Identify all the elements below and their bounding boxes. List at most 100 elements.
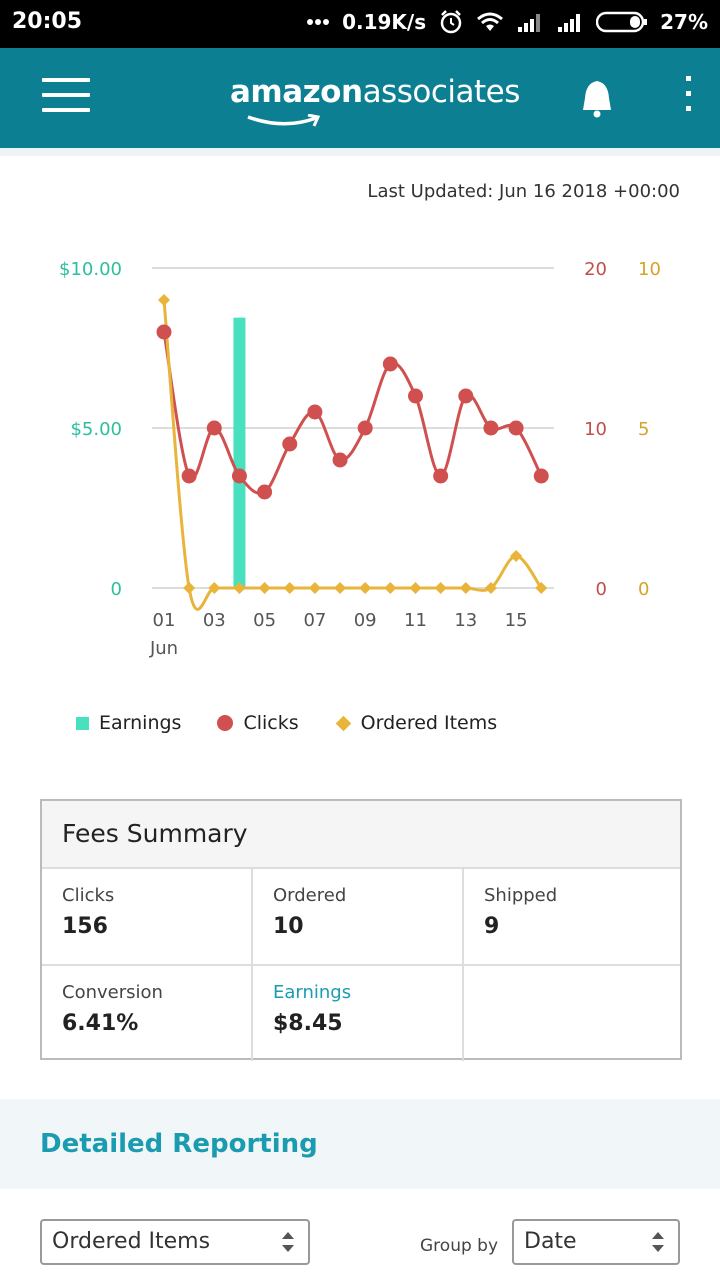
clicks-point[interactable] xyxy=(382,356,398,372)
fees-earnings: Earnings $8.45 xyxy=(253,966,464,1061)
clicks-point[interactable] xyxy=(433,468,449,484)
ordered-items-point[interactable] xyxy=(384,582,397,594)
select-arrows-icon xyxy=(652,1232,664,1252)
legend-diamond-icon xyxy=(335,715,351,731)
ordered-items-point[interactable] xyxy=(510,550,523,562)
left-axis-tick: $10.00 xyxy=(59,259,122,280)
clicks-point[interactable] xyxy=(408,388,423,404)
clicks-point[interactable] xyxy=(282,436,298,452)
legend-ordered-items[interactable]: Ordered Items xyxy=(335,712,497,734)
legend-clicks[interactable]: Clicks xyxy=(217,712,299,734)
left-axis-tick: $5.00 xyxy=(70,419,122,440)
x-axis-tick: 13 xyxy=(454,610,477,631)
ordered-items-point[interactable] xyxy=(183,582,196,594)
select-arrows-icon xyxy=(282,1232,294,1252)
logo-light-text: associates xyxy=(362,74,521,110)
more-vertical-icon[interactable] xyxy=(684,76,694,120)
wifi-icon xyxy=(476,11,504,33)
clicks-point[interactable] xyxy=(332,452,348,468)
clicks-point[interactable] xyxy=(483,420,499,436)
detailed-reporting-section: Detailed Reporting xyxy=(0,1099,720,1189)
right-axis-items-tick: 10 xyxy=(638,259,661,280)
ordered-items-point[interactable] xyxy=(283,582,296,594)
group-by-select[interactable]: Date xyxy=(512,1219,680,1265)
fees-conversion: Conversion 6.41% xyxy=(42,966,253,1061)
ordered-value: 10 xyxy=(273,914,304,939)
fees-row: Conversion 6.41% Earnings $8.45 xyxy=(42,964,680,1061)
hamburger-menu-icon[interactable] xyxy=(42,78,90,114)
ordered-items-line xyxy=(162,299,543,611)
x-axis-tick: 01 xyxy=(153,610,176,631)
ordered-items-point[interactable] xyxy=(308,582,321,594)
clicks-point[interactable] xyxy=(231,468,247,484)
more-dots-icon xyxy=(306,18,330,26)
alarm-icon xyxy=(438,9,464,35)
bell-icon[interactable] xyxy=(578,78,616,118)
ordered-items-point[interactable] xyxy=(208,582,221,594)
signal-icon xyxy=(516,11,544,33)
right-axis-clicks-tick: 10 xyxy=(584,419,607,440)
x-axis-tick: 07 xyxy=(303,610,326,631)
clicks-point[interactable] xyxy=(357,420,373,436)
status-time: 20:05 xyxy=(12,9,83,34)
earnings-link[interactable]: Earnings xyxy=(273,982,352,1003)
clicks-point[interactable] xyxy=(508,420,524,436)
legend-square-icon xyxy=(76,716,89,730)
detailed-reporting-title: Detailed Reporting xyxy=(40,1129,318,1159)
clicks-point[interactable] xyxy=(181,468,197,484)
signal-icon xyxy=(556,11,584,33)
clicks-point[interactable] xyxy=(257,484,273,500)
app-header: amazonassociates xyxy=(0,48,720,148)
earnings-bar[interactable] xyxy=(233,317,246,588)
clicks-value: 156 xyxy=(62,914,108,939)
report-type-select[interactable]: Ordered Items xyxy=(40,1219,310,1265)
clicks-point[interactable] xyxy=(156,324,172,340)
ordered-items-point[interactable] xyxy=(233,582,246,594)
earnings-value: $8.45 xyxy=(273,1011,343,1036)
ordered-items-point[interactable] xyxy=(359,582,372,594)
network-speed: 0.19K/s xyxy=(342,10,427,34)
left-axis-tick: 0 xyxy=(111,579,122,600)
clicks-point[interactable] xyxy=(307,404,323,420)
ordered-items-point[interactable] xyxy=(535,582,548,594)
shipped-value: 9 xyxy=(484,914,500,939)
legend-circle-icon xyxy=(217,715,234,731)
status-icons: 0.19K/s 27% xyxy=(306,9,708,35)
ordered-items-point[interactable] xyxy=(484,582,497,594)
earnings-chart: $10.00 20 10 $5.00 10 5 0 0 0 01 03 05 07 09 11 13 15 Jun xyxy=(59,259,661,659)
clicks-point[interactable] xyxy=(206,420,222,436)
fees-summary-card: Fees Summary Clicks 156 Ordered 10 Shipp… xyxy=(40,799,682,1061)
ordered-items-point[interactable] xyxy=(258,582,271,594)
battery-percent: 27% xyxy=(660,10,708,34)
clicks-line xyxy=(162,331,543,495)
x-axis-tick: 09 xyxy=(354,610,377,631)
legend-clicks-label: Clicks xyxy=(243,712,299,734)
conversion-label: Conversion xyxy=(62,982,163,1003)
ordered-items-point[interactable] xyxy=(434,582,447,594)
clicks-point[interactable] xyxy=(458,388,474,404)
status-bar: 20:05 0.19K/s 27% xyxy=(0,0,720,48)
header-divider xyxy=(0,148,720,156)
right-axis-clicks-tick: 20 xyxy=(584,259,607,280)
conversion-value: 6.41% xyxy=(62,1011,139,1036)
logo-bold-text: amazon xyxy=(230,74,363,110)
x-axis-tick: 15 xyxy=(505,610,528,631)
legend-earnings-label: Earnings xyxy=(99,712,182,734)
fees-summary-title: Fees Summary xyxy=(42,801,680,867)
ordered-items-point[interactable] xyxy=(409,582,422,594)
group-by-value: Date xyxy=(524,1229,577,1254)
ordered-label: Ordered xyxy=(273,885,347,906)
ordered-items-point[interactable] xyxy=(334,582,347,594)
clicks-point[interactable] xyxy=(533,468,549,484)
fees-shipped: Shipped 9 xyxy=(464,869,675,964)
x-axis-tick: 03 xyxy=(203,610,226,631)
ordered-items-point[interactable] xyxy=(459,582,472,594)
x-axis-tick: 11 xyxy=(404,610,427,631)
right-axis-clicks-tick: 0 xyxy=(596,579,607,600)
report-type-value: Ordered Items xyxy=(52,1229,211,1254)
ordered-items-point[interactable] xyxy=(158,294,170,306)
chart-legend: Earnings Clicks Ordered Items xyxy=(76,712,533,734)
legend-earnings[interactable]: Earnings xyxy=(76,712,181,734)
fees-empty-cell xyxy=(464,966,675,1061)
right-axis-items-tick: 5 xyxy=(638,419,649,440)
